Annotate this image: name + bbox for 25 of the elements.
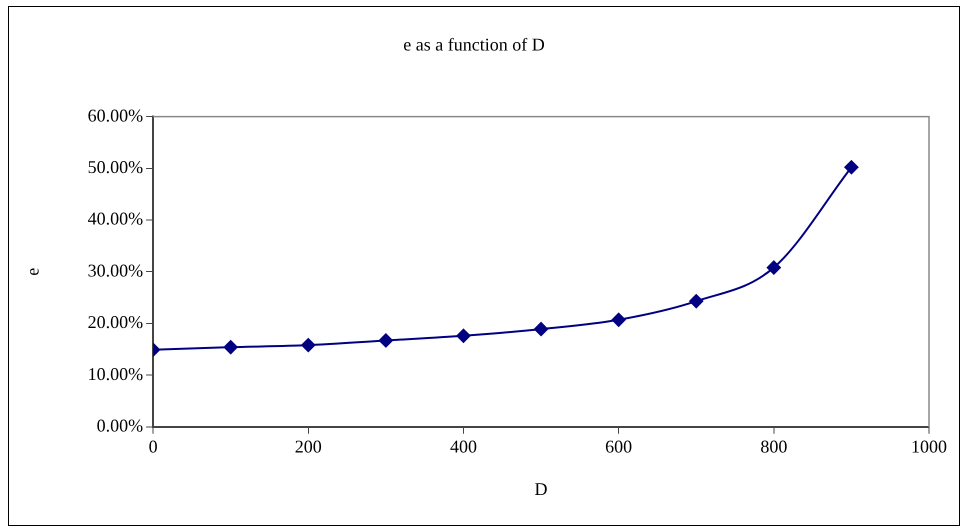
y-tick-label: 0.00% [96, 416, 144, 436]
x-tick-label: 0 [148, 436, 158, 456]
point [224, 340, 238, 354]
y-tick-label: 40.00% [88, 208, 144, 229]
x-tick-label: 200 [294, 436, 322, 456]
point [844, 160, 858, 174]
y-tick-label: 60.00% [88, 105, 144, 126]
point [689, 294, 704, 308]
x-tick-label: 1000 [911, 436, 947, 456]
y-axis-title: e [22, 268, 43, 276]
y-tick-label: 10.00% [88, 364, 144, 384]
x-tick-label: 800 [760, 436, 788, 456]
x-axis-title: D [534, 478, 548, 499]
x-tick-label: 400 [450, 436, 477, 456]
y-tick-label: 30.00% [88, 260, 144, 280]
y-tick-label: 20.00% [88, 312, 144, 332]
y-tick-label: 50.00% [88, 157, 144, 178]
point [766, 260, 781, 275]
point [534, 322, 548, 336]
point [378, 333, 393, 348]
point [456, 328, 470, 343]
chart-title: e as a function of D [403, 34, 545, 55]
x-tick-label: 600 [605, 436, 632, 456]
point [301, 338, 316, 352]
point [612, 312, 626, 327]
